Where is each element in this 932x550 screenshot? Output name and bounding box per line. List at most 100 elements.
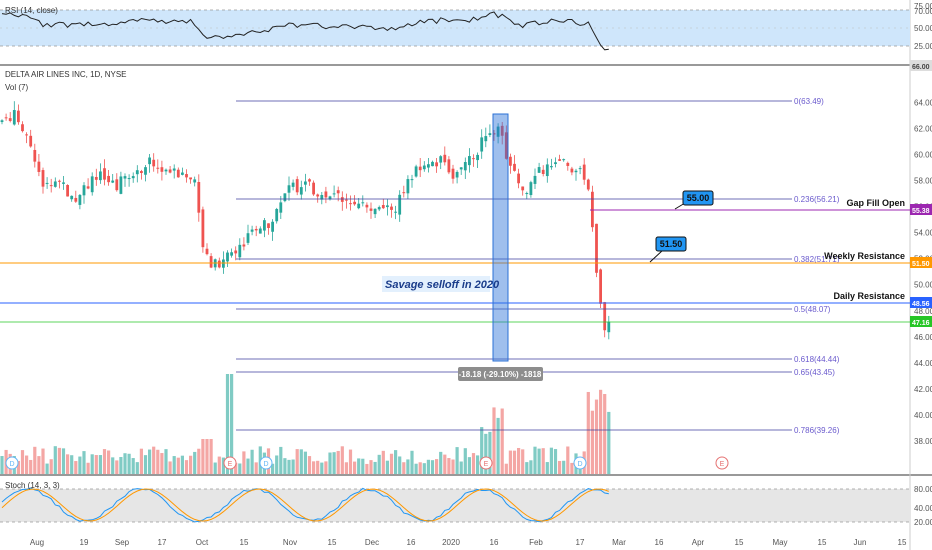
fib-label: 0.65(43.45) bbox=[794, 368, 835, 377]
volume-bar bbox=[303, 451, 307, 474]
candle bbox=[517, 168, 520, 189]
candle bbox=[320, 192, 324, 205]
rsi-tick-label: 75.00 bbox=[914, 2, 932, 11]
volume-bar bbox=[127, 453, 131, 474]
volume-bar bbox=[484, 433, 488, 474]
volume-bar bbox=[184, 460, 189, 474]
volume-bar bbox=[455, 447, 459, 474]
volume-bar bbox=[82, 451, 86, 474]
volume-bar bbox=[189, 455, 193, 474]
candle bbox=[513, 155, 516, 172]
volume-bar bbox=[599, 389, 603, 474]
volume-bar bbox=[594, 399, 599, 474]
volume-bar bbox=[480, 427, 484, 474]
volume-bar bbox=[312, 461, 316, 474]
volume-bar bbox=[78, 456, 82, 474]
svg-text:48.56: 48.56 bbox=[912, 301, 930, 308]
volume-bar bbox=[20, 450, 25, 474]
stoch-band bbox=[0, 489, 910, 522]
rsi-line bbox=[1, 11, 609, 51]
price-tick-label: 60.00 bbox=[914, 151, 932, 160]
volume-bar bbox=[541, 448, 545, 474]
volume-bar bbox=[410, 450, 414, 474]
candle bbox=[369, 202, 373, 219]
candle bbox=[254, 225, 258, 237]
candle bbox=[484, 127, 488, 148]
candle bbox=[468, 148, 471, 173]
candle bbox=[21, 121, 24, 133]
volume-bar bbox=[590, 410, 594, 474]
callout-515-box[interactable] bbox=[655, 236, 687, 252]
candle bbox=[312, 180, 315, 196]
stoch-tick-label: 40.00 bbox=[914, 504, 932, 513]
candle bbox=[574, 168, 578, 181]
fib-label: 0.5(48.07) bbox=[794, 305, 831, 314]
earnings-marker[interactable]: E bbox=[715, 456, 729, 470]
candle bbox=[578, 165, 582, 175]
dividend-marker[interactable]: D bbox=[573, 456, 587, 470]
candle bbox=[521, 186, 525, 196]
candle bbox=[53, 177, 57, 188]
volume-bar bbox=[414, 463, 418, 474]
volume-bar bbox=[324, 461, 328, 474]
volume-bar bbox=[221, 457, 225, 474]
volume-bar bbox=[336, 450, 340, 474]
volume-bar bbox=[201, 439, 205, 474]
candle bbox=[25, 132, 28, 144]
candle bbox=[394, 205, 397, 220]
volume-bar bbox=[549, 447, 553, 474]
candle bbox=[529, 180, 533, 198]
volume-bar bbox=[295, 449, 299, 474]
candle bbox=[246, 224, 250, 245]
candle bbox=[160, 160, 164, 181]
rsi-tick-label: 25.00 bbox=[914, 42, 932, 51]
time-tick-label: 15 bbox=[898, 538, 907, 547]
volume-bar bbox=[377, 454, 381, 474]
candle bbox=[447, 156, 451, 175]
volume-bar bbox=[332, 452, 336, 474]
selloff-label: Savage selloff in 2020 bbox=[385, 279, 500, 291]
callout-55-box[interactable] bbox=[682, 190, 714, 206]
price-tag: 55.38 bbox=[910, 204, 932, 215]
volume-bar bbox=[447, 458, 451, 474]
volume-bar bbox=[381, 450, 385, 474]
candle bbox=[586, 178, 590, 192]
volume-bar bbox=[357, 458, 361, 474]
price-tick-label: 64.00 bbox=[914, 98, 932, 107]
candle bbox=[525, 191, 529, 200]
candle bbox=[250, 225, 254, 236]
candle bbox=[17, 104, 20, 125]
volume-bar bbox=[512, 450, 517, 474]
volume-bar bbox=[521, 449, 525, 474]
candle bbox=[398, 190, 402, 222]
candle bbox=[554, 157, 557, 168]
selloff-range-box[interactable] bbox=[492, 113, 509, 362]
candle bbox=[181, 167, 184, 176]
volume-bar bbox=[271, 463, 275, 474]
dividend-marker[interactable]: D bbox=[5, 456, 19, 470]
earnings-marker[interactable]: E bbox=[223, 456, 237, 470]
fib-label: 0.236(56.21) bbox=[794, 195, 840, 204]
measure-label-box bbox=[458, 367, 543, 381]
candle bbox=[459, 167, 463, 175]
dividend-marker[interactable]: D bbox=[259, 456, 273, 470]
price-tick-label: 50.00 bbox=[914, 281, 932, 290]
volume-bar bbox=[53, 446, 57, 474]
candle bbox=[545, 158, 549, 183]
candle bbox=[550, 158, 553, 170]
candle bbox=[537, 162, 541, 174]
candle bbox=[37, 154, 41, 177]
volume-bar bbox=[328, 452, 332, 474]
volume-bar bbox=[94, 455, 98, 474]
fib-label: 0.618(44.44) bbox=[794, 355, 840, 364]
candle bbox=[595, 223, 598, 278]
candle bbox=[291, 179, 295, 191]
earnings-marker[interactable]: E bbox=[479, 456, 493, 470]
svg-text:D: D bbox=[263, 461, 268, 468]
candle bbox=[435, 158, 438, 173]
candle bbox=[74, 190, 78, 203]
volume-bar bbox=[517, 447, 521, 474]
volume-bar bbox=[471, 453, 476, 474]
candle bbox=[443, 146, 447, 166]
